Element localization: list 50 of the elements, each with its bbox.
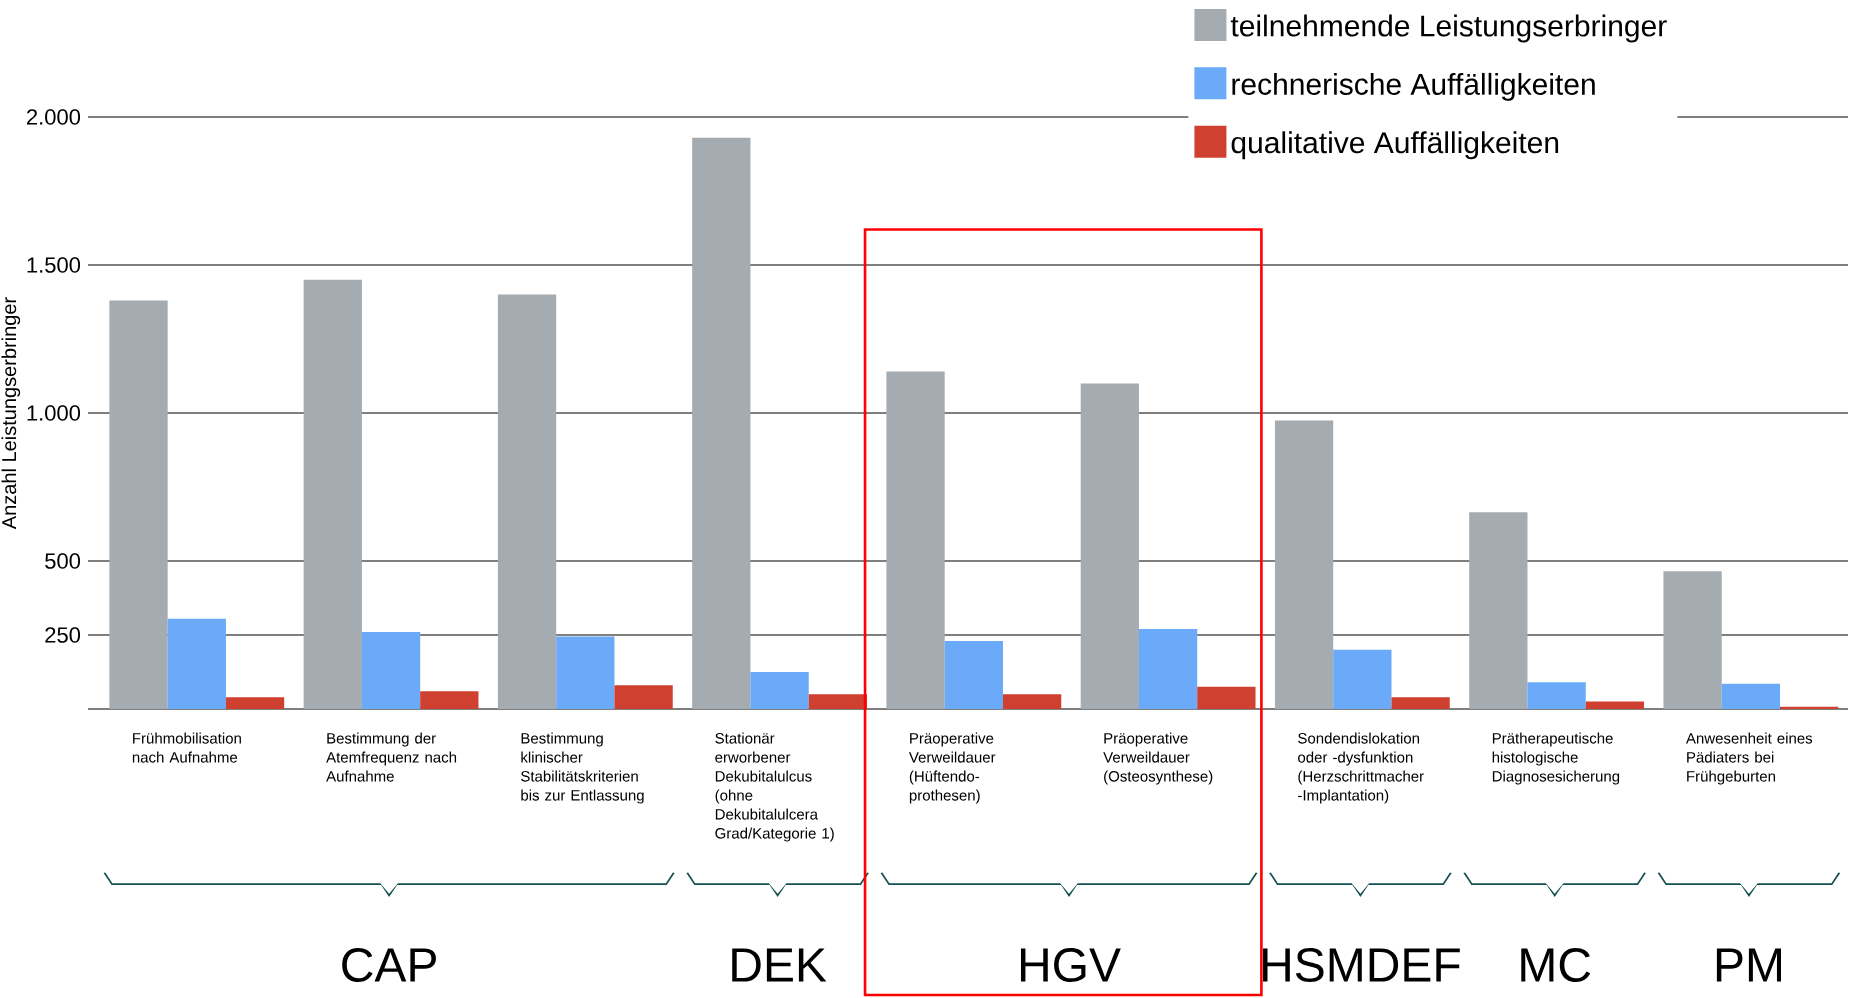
bar	[1138, 629, 1198, 709]
bar	[556, 636, 615, 709]
x-tick-label: Stationär erworbener Dekubitalulcus (ohne Dekubitalulcera Grad/Kategorie 1)	[715, 732, 834, 842]
bar	[692, 137, 751, 709]
bar	[944, 640, 1003, 709]
bar	[808, 694, 867, 709]
x-tick-label: Sondendislokation oder -dysfunktion (Herzschrittmacher -Implantation)	[1298, 732, 1424, 804]
x-tick-label: Bestimmung klinischer Stabilitätskriterien bis zur Entlassung	[521, 732, 644, 804]
bar	[1197, 686, 1256, 709]
bar	[750, 672, 809, 709]
bar	[1663, 571, 1722, 709]
y-tick-label: 500	[45, 553, 81, 569]
bar	[614, 685, 673, 709]
bar	[497, 294, 557, 709]
y-tick-label: 1.500	[27, 257, 81, 273]
bar	[167, 618, 226, 709]
bar	[109, 300, 168, 709]
text: DEK	[732, 948, 827, 982]
bar	[225, 697, 285, 709]
text: MC	[1521, 948, 1591, 982]
y-tick-label: 1.000	[27, 405, 81, 421]
legend-label: teilnehmende Leistungserbringer	[1230, 14, 1667, 43]
y-axis-title: Anzahl Leistungserbringer	[1, 297, 21, 530]
bar	[1333, 649, 1392, 709]
bar	[1274, 420, 1334, 709]
y-tick-label: 2.000	[26, 109, 81, 125]
bar	[1080, 383, 1139, 709]
text: CAP	[342, 948, 436, 982]
bar	[420, 691, 479, 709]
bar	[1469, 512, 1528, 709]
x-tick-label: Prätherapeutische histologische Diagnosesicherung	[1492, 732, 1620, 785]
x-tick-label: Frühmobilisation nach Aufnahme	[132, 732, 241, 763]
bar	[886, 371, 945, 709]
legend-label: rechnerische Auffälligkeiten	[1232, 72, 1595, 101]
bar	[1391, 697, 1450, 709]
bar	[1527, 682, 1586, 709]
x-tick-label: Bestimmung der Atemfrequenz nach Aufnahme	[326, 732, 457, 782]
text: HSMDEF	[1263, 948, 1460, 982]
bar	[1585, 701, 1645, 709]
x-tick-label: Präoperative Verweildauer (Osteosynthese)	[1103, 732, 1213, 785]
bar	[361, 632, 421, 709]
bar	[1721, 683, 1781, 709]
y-tick-label: 250	[45, 627, 81, 643]
legend-label: qualitative Auffälligkeiten	[1231, 131, 1559, 160]
text: PM	[1716, 948, 1781, 982]
x-tick-label: Präoperative Verweildauer (Hüftendo-prothesen)	[908, 732, 996, 804]
x-tick-label: Anwesenheit eines Pädiaters bei Frühgeburten	[1685, 732, 1813, 785]
text: HGV	[1020, 948, 1121, 982]
bar	[303, 279, 362, 709]
bar	[1002, 694, 1062, 709]
